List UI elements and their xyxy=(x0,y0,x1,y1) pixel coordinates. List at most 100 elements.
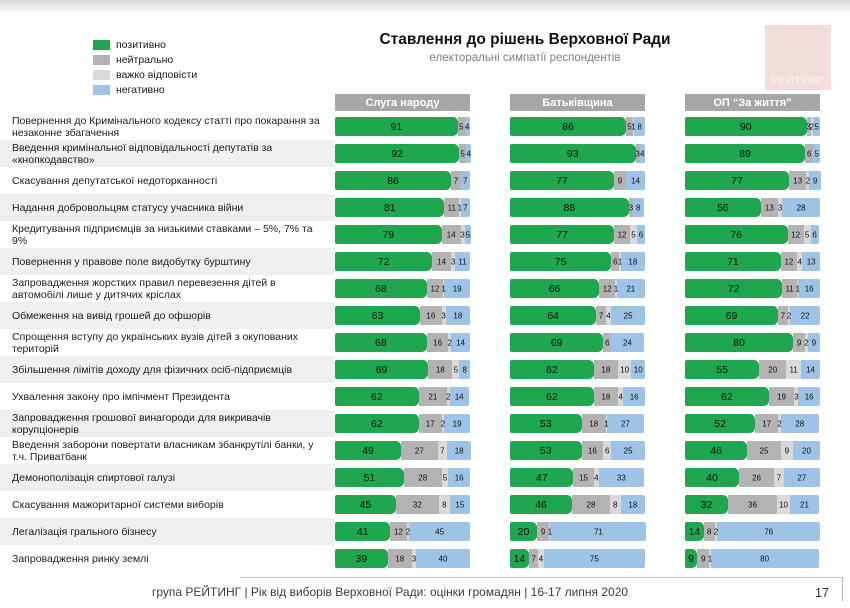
segment-value: 76 xyxy=(764,527,774,536)
segment-value: 26 xyxy=(752,473,761,482)
neg-swatch xyxy=(93,84,110,95)
segment-dk: 4 xyxy=(593,468,600,487)
segment-neu: 12 xyxy=(390,522,407,541)
segment-value: 4 xyxy=(640,149,645,158)
segment-neu: 16 xyxy=(420,306,442,325)
segment-neg: 14 xyxy=(449,387,469,406)
stacked-bar: 9 9 1 80 xyxy=(685,549,820,568)
segment-value: 2 xyxy=(447,338,452,347)
segment-value: 12 xyxy=(784,257,794,266)
row-label: Запровадження жорстких правил перевезенн… xyxy=(12,276,276,301)
segment-value: 4 xyxy=(538,554,544,563)
segment-neg: 9 xyxy=(807,333,820,352)
segment-neg: 4 xyxy=(639,144,645,163)
segment-pos: 77 xyxy=(510,225,614,244)
segment-pos: 62 xyxy=(335,387,419,406)
segment-value: 51 xyxy=(363,471,376,484)
segment-value: 15 xyxy=(579,473,589,482)
segment-neu: 5 xyxy=(626,117,633,136)
segment-value: 62 xyxy=(371,417,383,430)
segment-value: 4 xyxy=(465,122,470,131)
segment-value: 55 xyxy=(716,363,728,376)
segment-value: 3 xyxy=(777,203,783,212)
segment-dk: 3 xyxy=(412,549,416,568)
segment-neu: 8 xyxy=(703,522,715,541)
segment-value: 62 xyxy=(546,390,558,403)
stacked-bar: 86 7 7 xyxy=(335,171,470,190)
segment-dk: 2 xyxy=(406,522,410,541)
segment-value: 5 xyxy=(458,122,464,131)
segment-value: 2 xyxy=(805,176,811,185)
pos-swatch xyxy=(93,39,110,50)
segment-pos: 53 xyxy=(510,414,582,433)
page-number: 17 xyxy=(815,586,829,600)
segment-neg: 15 xyxy=(449,495,470,514)
segment-value: 14 xyxy=(454,392,464,401)
chart-row: Запровадження грошової винагороди для ви… xyxy=(0,410,850,437)
segment-value: 41 xyxy=(356,525,369,538)
segment-pos: 66 xyxy=(510,279,600,298)
segment-dk: 2 xyxy=(713,522,719,541)
segment-pos: 9 xyxy=(685,549,698,568)
segment-neg: 80 xyxy=(710,549,819,568)
segment-pos: 81 xyxy=(335,198,445,217)
segment-neu: 3 xyxy=(806,117,811,136)
stacked-bar: 56 13 3 28 xyxy=(685,198,820,217)
segment-neu: 6 xyxy=(611,252,620,271)
segment-pos: 55 xyxy=(685,360,760,379)
segment-value: 11 xyxy=(785,284,794,293)
stacked-bar: 20 9 1 71 xyxy=(510,522,647,541)
row-label: Запровадження грошової винагороди для ви… xyxy=(0,410,335,437)
segment-value: 71 xyxy=(727,255,739,268)
segment-value: 52 xyxy=(714,417,726,430)
segment-dk: 10 xyxy=(776,495,791,514)
dk-swatch xyxy=(93,69,110,80)
stacked-bar: 89 6 5 xyxy=(685,144,820,163)
segment-value: 16 xyxy=(804,284,814,293)
segment-neu: 18 xyxy=(593,387,618,406)
chart-row: Запровадження жорстких правил перевезенн… xyxy=(0,275,850,302)
segment-neu: 18 xyxy=(581,414,606,433)
segment-value: 92 xyxy=(391,147,403,160)
segment-dk: 2 xyxy=(810,117,814,136)
segment-value: 16 xyxy=(629,392,639,401)
stacked-bar: 66 12 1 21 xyxy=(510,279,645,298)
segment-dk: 4 xyxy=(617,387,624,406)
segment-neg: 16 xyxy=(448,468,470,487)
segment-pos: 72 xyxy=(685,279,783,298)
segment-value: 4 xyxy=(594,473,599,482)
segment-neg: 6 xyxy=(636,225,645,244)
segment-value: 21 xyxy=(428,392,438,401)
chart-row: Легалізація грального бізнесу 41 12 2 45 20 9 1… xyxy=(0,518,850,545)
segment-value: 15 xyxy=(455,500,465,509)
segment-value: 20 xyxy=(517,525,530,538)
segment-dk: 4 xyxy=(538,549,544,568)
chart-row: Введення кримінальної відповідальності д… xyxy=(0,140,850,167)
chart-row: Збільшення лімітів доходу для фізичних о… xyxy=(0,356,850,383)
segment-value: 7 xyxy=(463,203,468,212)
segment-value: 28 xyxy=(796,203,806,212)
legend-label: нейтрально xyxy=(116,53,174,66)
segment-pos: 93 xyxy=(510,144,636,163)
segment-dk: 1 xyxy=(631,117,636,136)
stacked-bar: 72 11 1 16 xyxy=(685,279,820,298)
rating-logo: РЕЙТИНГ xyxy=(765,25,831,90)
stacked-bar: 49 27 7 18 xyxy=(335,441,472,460)
segment-value: 11 xyxy=(447,203,456,212)
row-label: Скасування депутатської недоторканності xyxy=(12,174,218,187)
segment-pos: 39 xyxy=(335,549,388,568)
segment-dk: 1 xyxy=(614,279,618,298)
segment-neu: 6 xyxy=(805,144,814,163)
legend-label: важко відповісти xyxy=(116,68,198,81)
footer-page-divider xyxy=(842,577,843,601)
segment-value: 1 xyxy=(617,257,623,266)
segment-value: 2 xyxy=(713,527,719,536)
segment-value: 8 xyxy=(707,527,712,536)
stacked-bar: 14 7 4 75 xyxy=(510,549,645,568)
segment-neu: 17 xyxy=(418,414,442,433)
stacked-bar: 55 20 11 14 xyxy=(685,360,820,379)
segment-value: 6 xyxy=(638,230,644,239)
segment-neu: 21 xyxy=(418,387,448,406)
stacked-bar: 71 12 4 13 xyxy=(685,252,820,271)
